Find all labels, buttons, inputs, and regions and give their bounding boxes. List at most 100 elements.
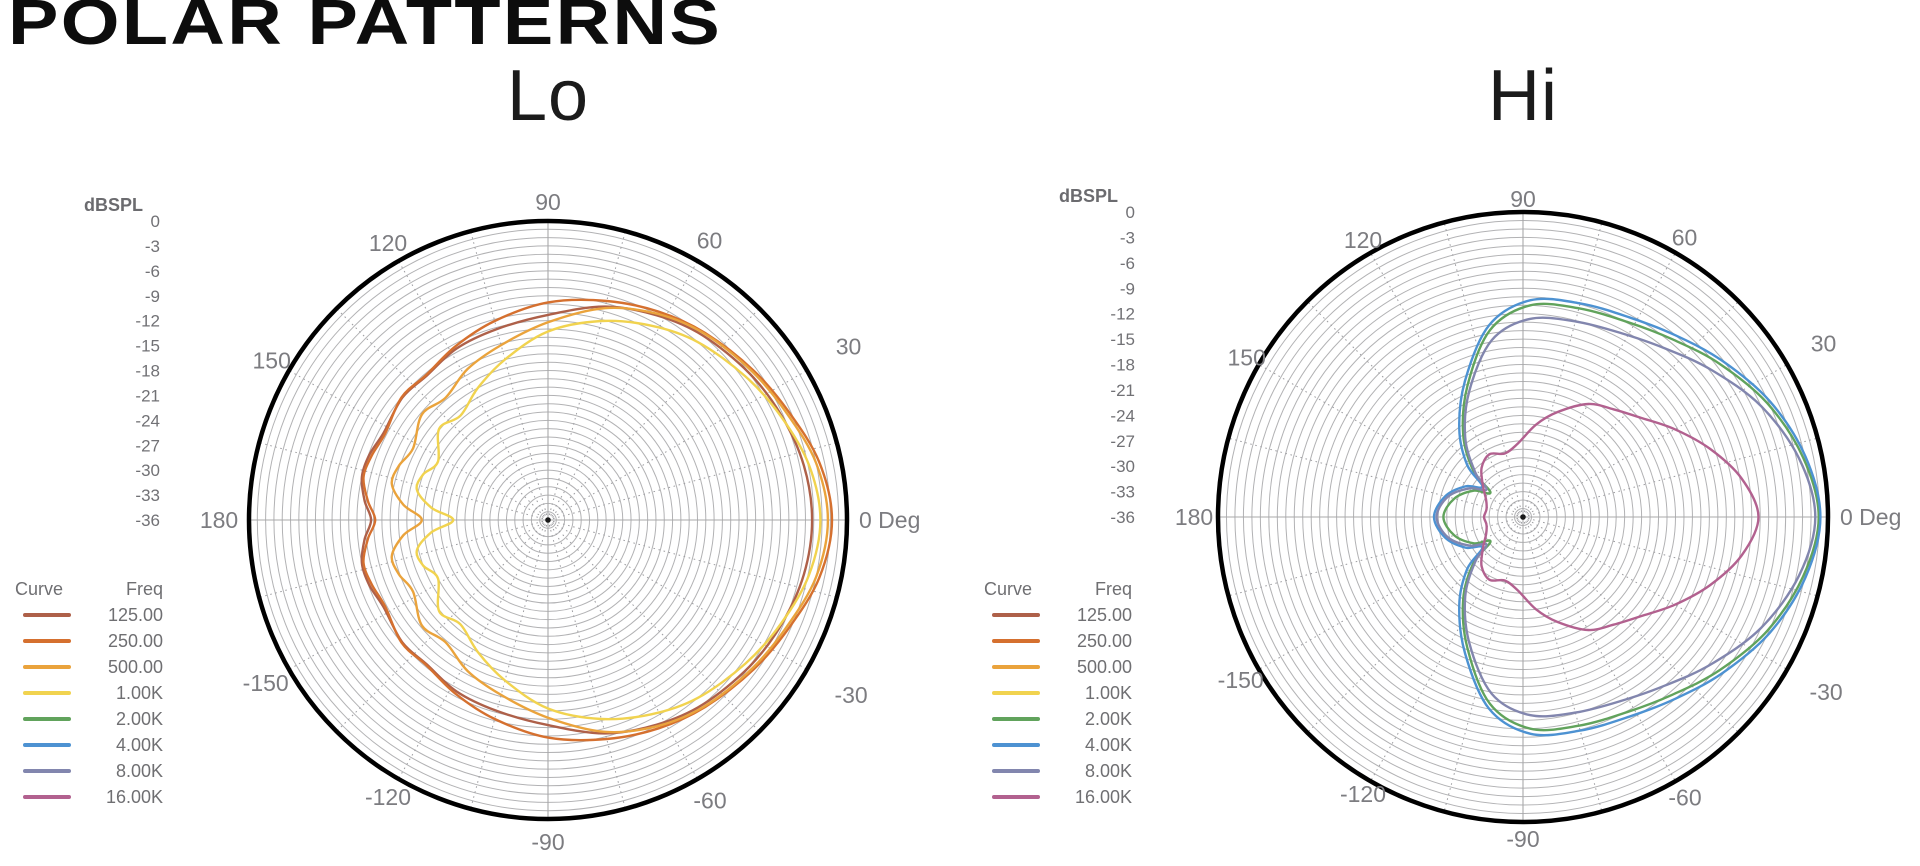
angle-label: -120 [365, 784, 411, 810]
legend-item-label: 2.00K [115, 708, 163, 729]
db-tick: -12 [135, 312, 160, 331]
polar-chart-lo: dBSPL 0 -3 -6 -9 -12 -15 -18 -21 -24 -27 -30 -33 -36 9… [84, 189, 920, 855]
db-scale-label: dBSPL [1059, 186, 1118, 206]
polar-chart-hi: dBSPL 0 -3 -6 -9 -12 -15 -18 -21 -24 -27 -30 -33 -36 9… [1059, 186, 1901, 852]
angle-labels: 90 60 30 0 Deg -30 -60 -90 -120 -150 180 150 120 [1175, 186, 1902, 852]
legend-header: Curve Freq [982, 576, 1132, 602]
db-tick: -3 [145, 237, 160, 256]
legend-item-label: 250.00 [1076, 630, 1132, 651]
angle-label: -60 [693, 788, 726, 814]
db-scale-label: dBSPL [84, 195, 143, 215]
angle-label: -60 [1668, 785, 1701, 811]
legend-swatch [992, 665, 1040, 669]
legend-item-label: 8.00K [115, 760, 163, 781]
db-tick: -27 [1110, 432, 1135, 451]
angle-label: -150 [243, 670, 289, 696]
legend-swatch [23, 743, 71, 747]
curve-16.00K [1480, 402, 1760, 632]
legend-header: Curve Freq [13, 576, 163, 602]
angle-label: -90 [531, 829, 564, 855]
db-tick: -24 [1110, 406, 1135, 425]
legend-item: 4.00K [13, 732, 163, 758]
legend-swatch [23, 769, 71, 773]
legend-item: 500.00 [13, 654, 163, 680]
chart-title-lo: Lo [506, 56, 590, 136]
polar-grid [1215, 209, 1831, 825]
legend-swatch [23, 639, 71, 643]
legend-item: 500.00 [982, 654, 1132, 680]
angle-label: 90 [1510, 186, 1536, 212]
legend-swatch [992, 639, 1040, 643]
db-tick: -33 [135, 486, 160, 505]
legend-item: 2.00K [982, 706, 1132, 732]
angle-label: 60 [697, 227, 723, 253]
db-tick: -21 [135, 386, 160, 405]
legend-curve-header: Curve [984, 578, 1033, 599]
angle-label: 0 Deg [1840, 504, 1901, 530]
db-tick: -36 [135, 511, 160, 530]
db-tick: -15 [1110, 330, 1135, 349]
outer-boundary-circle [246, 218, 850, 822]
legend-item-label: 16.00K [105, 786, 163, 807]
legend-swatch [992, 769, 1040, 773]
legend-item: 4.00K [982, 732, 1132, 758]
legend-freq-header: Freq [125, 578, 163, 599]
legend-rows: 125.00 250.00 500.00 1.00K 2.00K 4.00K 8.00K 16… [982, 602, 1132, 810]
angle-label: -150 [1218, 667, 1264, 693]
curve-250.00 [362, 298, 834, 742]
legend-swatch [992, 691, 1040, 695]
angle-label: 180 [200, 507, 238, 533]
db-tick: -9 [145, 287, 160, 306]
legend-item-label: 500.00 [107, 656, 163, 677]
angle-label: -90 [1506, 826, 1539, 852]
curve-1.00K [415, 319, 822, 721]
center-marker [545, 517, 551, 523]
series-curves [360, 298, 834, 742]
legend-item-label: 4.00K [115, 734, 163, 755]
legend-item: 125.00 [982, 602, 1132, 628]
center-marker [1520, 514, 1526, 520]
legend-item-label: 1.00K [115, 682, 163, 703]
legend-item-label: 125.00 [107, 604, 163, 625]
legend-item-label: 16.00K [1074, 786, 1132, 807]
db-tick: 0 [1126, 203, 1135, 222]
legend-item-label: 2.00K [1084, 708, 1132, 729]
legend-item-label: 500.00 [1076, 656, 1132, 677]
legend-item: 8.00K [982, 758, 1132, 784]
legend-item: 1.00K [982, 680, 1132, 706]
db-scale: dBSPL 0 -3 -6 -9 -12 -15 -18 -21 -24 -27 -30 -33 -36 [84, 195, 160, 530]
series-curves [1432, 297, 1822, 737]
outer-boundary-circle [1215, 209, 1831, 825]
page-title: POLAR PATTERNS [8, 0, 723, 58]
angle-label: 120 [1344, 227, 1382, 253]
db-tick: -30 [1110, 457, 1135, 476]
legend-item-label: 125.00 [1076, 604, 1132, 625]
legend-swatch [23, 717, 71, 721]
legend-item: 16.00K [982, 784, 1132, 810]
legend-item: 250.00 [13, 628, 163, 654]
db-tick: -33 [1110, 483, 1135, 502]
legend-hi: Curve Freq 125.00 250.00 500.00 1.00K 2.00K 4… [982, 576, 1132, 810]
chart-title-hi: Hi [1488, 56, 1558, 136]
angle-label: -120 [1340, 781, 1386, 807]
db-tick: -24 [135, 411, 160, 430]
db-scale: dBSPL 0 -3 -6 -9 -12 -15 -18 -21 -24 -27 -30 -33 -36 [1059, 186, 1135, 527]
legend-swatch [23, 613, 71, 617]
db-tick: -6 [1120, 254, 1135, 273]
legend-swatch [23, 795, 71, 799]
db-tick: -9 [1120, 279, 1135, 298]
legend-lo: Curve Freq 125.00 250.00 500.00 1.00K 2.00K 4… [13, 576, 163, 810]
legend-swatch [992, 795, 1040, 799]
db-tick: -6 [145, 262, 160, 281]
legend-item: 125.00 [13, 602, 163, 628]
legend-item-label: 250.00 [107, 630, 163, 651]
db-tick: -30 [135, 461, 160, 480]
legend-item: 16.00K [13, 784, 163, 810]
db-tick: -3 [1120, 228, 1135, 247]
legend-item-label: 4.00K [1084, 734, 1132, 755]
angle-label: 30 [836, 334, 862, 360]
db-tick: -15 [135, 337, 160, 356]
angle-label: 90 [535, 189, 561, 215]
